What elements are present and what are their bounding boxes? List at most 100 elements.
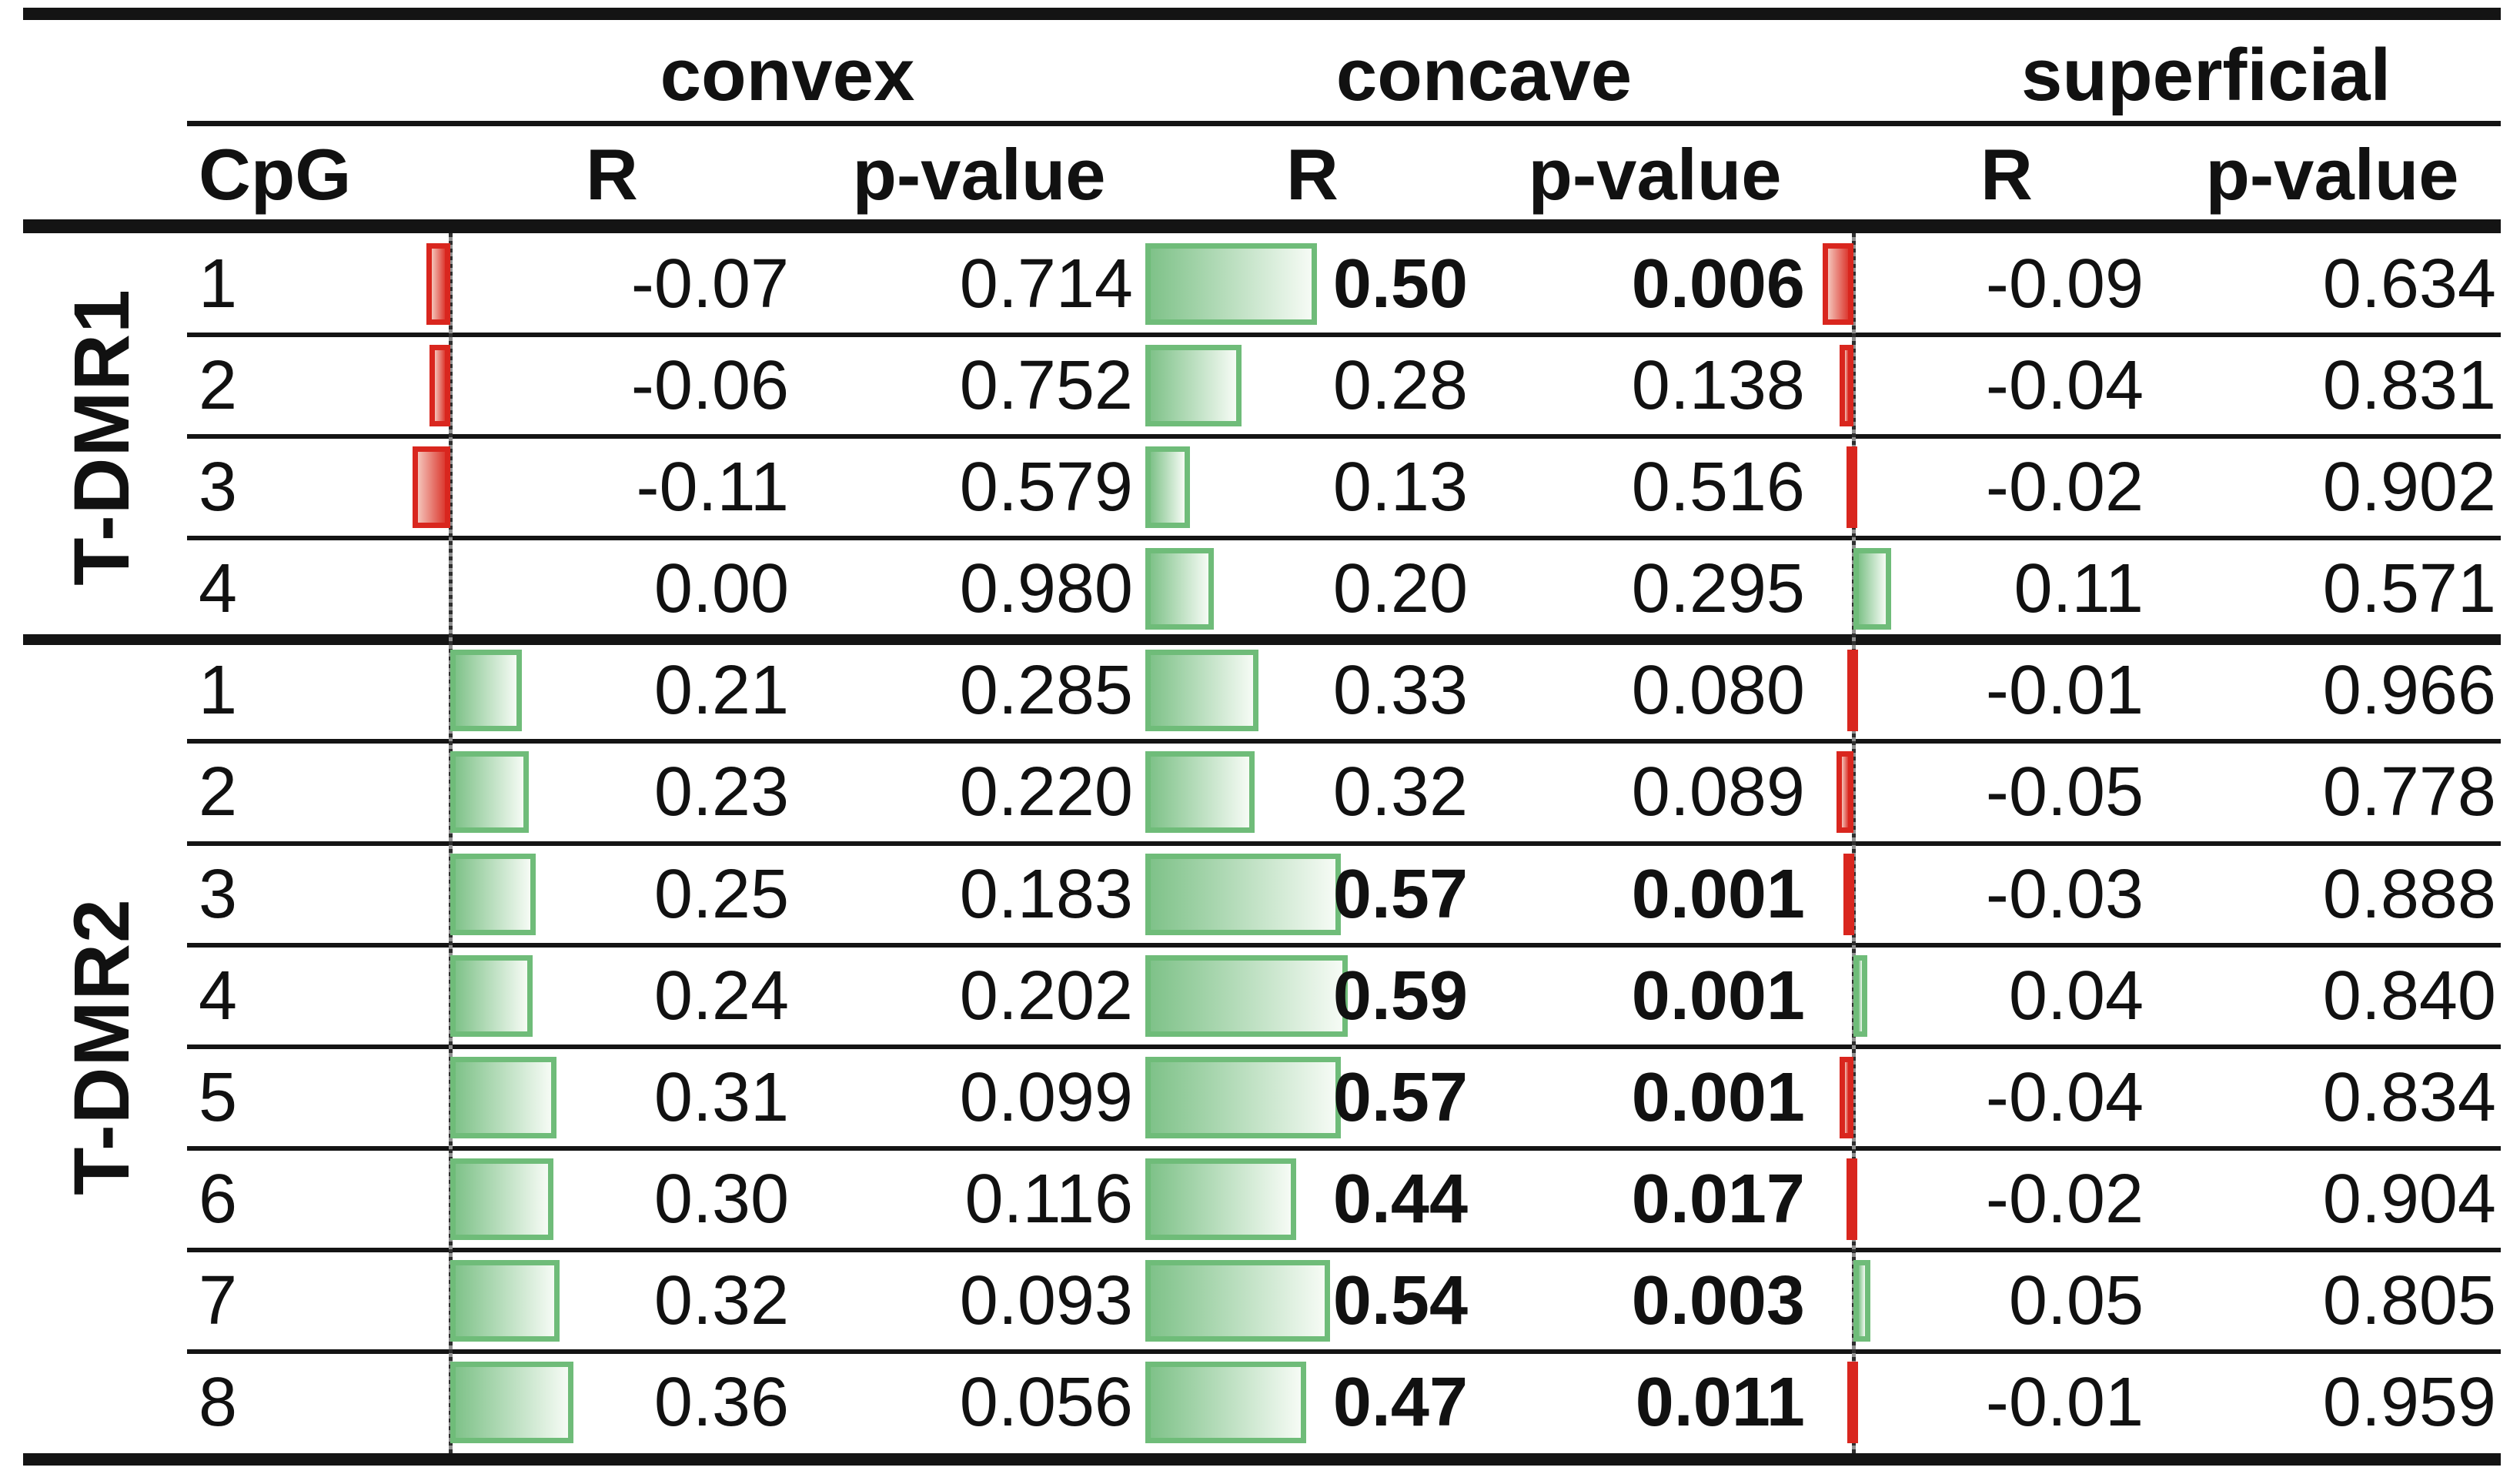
superficial-r-value: -0.04	[1985, 347, 2144, 424]
table-row: 7 0.32 0.093 0.54 0.003 0.05 0.805	[0, 1250, 2520, 1352]
superficial-r-value: -0.03	[1985, 856, 2144, 933]
column-group-header-concave: concave	[1335, 34, 1633, 116]
concave-r-value: 0.57	[1332, 856, 1468, 933]
superficial-p-value: 0.904	[2322, 1161, 2496, 1238]
superficial-p-value: 0.831	[2322, 347, 2496, 424]
convex-r-bar-negative	[426, 243, 450, 325]
convex-p-value: 0.099	[959, 1059, 1133, 1136]
concave-p-value: 0.006	[1631, 246, 1805, 323]
concave-r-value: 0.59	[1332, 958, 1468, 1034]
convex-r-bar-positive	[450, 854, 536, 935]
convex-r-value: -0.06	[630, 347, 789, 424]
concave-p-value: 0.001	[1631, 958, 1805, 1034]
concave-r-bar-positive	[1145, 548, 1214, 630]
superficial-r-value: -0.04	[1985, 1059, 2144, 1136]
superficial-r-value: -0.05	[1985, 754, 2144, 831]
row-separator	[187, 1349, 2501, 1354]
superficial-r-bar-negative	[1840, 1057, 1853, 1138]
superficial-r-bar-negative	[1847, 1362, 1858, 1443]
column-header-p-superficial: p-value	[2205, 134, 2459, 215]
row-separator	[187, 434, 2501, 439]
concave-r-value: 0.54	[1332, 1262, 1468, 1339]
group-header-underline	[187, 121, 2501, 126]
concave-p-value: 0.089	[1631, 754, 1805, 831]
concave-r-bar-positive	[1145, 650, 1258, 731]
convex-r-bar-positive	[450, 751, 529, 833]
concave-r-value: 0.13	[1332, 449, 1468, 526]
convex-r-value: 0.00	[653, 550, 789, 627]
cpg-number: 4	[199, 958, 238, 1034]
convex-r-value: -0.07	[630, 246, 789, 323]
superficial-p-value: 0.959	[2322, 1364, 2496, 1441]
convex-r-value: 0.30	[653, 1161, 789, 1238]
top-border	[23, 8, 2501, 20]
row-separator	[187, 1248, 2501, 1252]
superficial-r-bar-negative	[1847, 1158, 1857, 1240]
superficial-r-bar-positive	[1853, 548, 1891, 630]
convex-r-bar-negative	[429, 345, 450, 426]
row-separator	[187, 841, 2501, 846]
concave-r-bar-positive	[1145, 854, 1341, 935]
superficial-r-bar-positive	[1853, 1260, 1870, 1342]
superficial-r-value: 0.11	[2014, 550, 2144, 627]
superficial-p-value: 0.902	[2322, 449, 2496, 526]
concave-p-value: 0.295	[1631, 550, 1805, 627]
convex-r-value: 0.36	[653, 1364, 789, 1441]
superficial-bar-axis-line	[1852, 233, 1856, 1453]
cpg-number: 2	[199, 347, 238, 424]
superficial-r-value: 0.05	[2008, 1262, 2144, 1339]
concave-r-value: 0.32	[1332, 754, 1468, 831]
superficial-r-value: -0.09	[1985, 246, 2144, 323]
convex-r-bar-positive	[450, 1362, 573, 1443]
convex-r-value: 0.23	[653, 754, 789, 831]
concave-p-value: 0.080	[1631, 652, 1805, 729]
concave-r-bar-positive	[1145, 243, 1317, 325]
row-separator	[187, 943, 2501, 948]
convex-bar-axis-line	[449, 233, 453, 1453]
group-divider	[23, 634, 2501, 645]
convex-p-value: 0.116	[964, 1161, 1133, 1238]
concave-r-value: 0.50	[1332, 246, 1468, 323]
convex-r-bar-positive	[450, 955, 533, 1037]
column-group-header-convex: convex	[660, 34, 915, 116]
table-row: 3 0.25 0.183 0.57 0.001 -0.03 0.888	[0, 844, 2520, 945]
concave-r-bar-positive	[1145, 446, 1190, 528]
convex-p-value: 0.752	[959, 347, 1133, 424]
cpg-number: 3	[199, 856, 238, 933]
concave-p-value: 0.001	[1631, 856, 1805, 933]
convex-p-value: 0.714	[959, 246, 1133, 323]
convex-p-value: 0.220	[959, 754, 1133, 831]
convex-r-bar-negative	[413, 446, 450, 528]
concave-r-bar-positive	[1145, 1362, 1306, 1443]
column-header-r-convex: R	[586, 134, 638, 215]
superficial-r-bar-negative	[1823, 243, 1853, 325]
table-row: 4 0.24 0.202 0.59 0.001 0.04 0.840	[0, 945, 2520, 1047]
convex-p-value: 0.183	[959, 856, 1133, 933]
sub-header-underline	[23, 219, 2501, 233]
concave-p-value: 0.138	[1631, 347, 1805, 424]
row-separator	[187, 1146, 2501, 1151]
superficial-r-value: -0.01	[1985, 1364, 2144, 1441]
concave-p-value: 0.516	[1631, 449, 1805, 526]
concave-r-bar-positive	[1145, 955, 1348, 1037]
table-row: 3 -0.11 0.579 0.13 0.516 -0.02 0.902	[0, 436, 2520, 538]
convex-r-value: 0.21	[653, 652, 789, 729]
column-header-p-convex: p-value	[852, 134, 1106, 215]
superficial-p-value: 0.634	[2322, 246, 2496, 323]
table-row: 4 0.00 0.980 0.20 0.295 0.11 0.571	[0, 538, 2520, 640]
cpg-number: 3	[199, 449, 238, 526]
concave-p-value: 0.003	[1631, 1262, 1805, 1339]
row-separator	[187, 536, 2501, 540]
table-row: 2 -0.06 0.752 0.28 0.138 -0.04 0.831	[0, 335, 2520, 436]
row-separator	[187, 739, 2501, 744]
concave-r-value: 0.28	[1332, 347, 1468, 424]
convex-r-value: 0.32	[653, 1262, 789, 1339]
concave-r-value: 0.57	[1332, 1059, 1468, 1136]
convex-r-bar-positive	[450, 1158, 553, 1240]
table-row: 8 0.36 0.056 0.47 0.011 -0.01 0.959	[0, 1352, 2520, 1453]
superficial-p-value: 0.778	[2322, 754, 2496, 831]
convex-p-value: 0.579	[959, 449, 1133, 526]
row-separator	[187, 333, 2501, 337]
table-row: 5 0.31 0.099 0.57 0.001 -0.04 0.834	[0, 1047, 2520, 1148]
convex-r-bar-positive	[450, 1260, 560, 1342]
